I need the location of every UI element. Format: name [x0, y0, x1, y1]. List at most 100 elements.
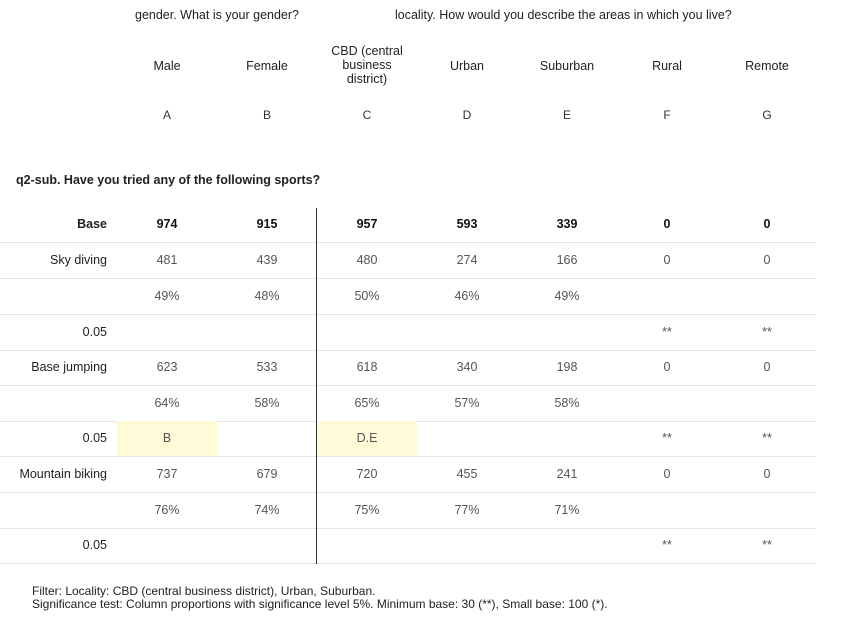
table-row-mountain-biking-significance: 0.05 ** **	[0, 528, 816, 564]
table-cell: 0	[663, 217, 671, 231]
significance-note: Significance test: Column proportions wi…	[32, 597, 608, 611]
table-cell	[217, 528, 317, 563]
table-cell	[617, 279, 717, 314]
table-cell	[517, 315, 617, 350]
row-label: Sky diving	[50, 253, 107, 267]
table-cell: 720	[356, 467, 378, 481]
table-cell	[417, 421, 517, 456]
table-cell: 75%	[354, 503, 380, 517]
table-cell: **	[662, 538, 672, 552]
question-title: q2-sub. Have you tried any of the follow…	[16, 173, 321, 187]
table-cell: 974	[156, 217, 178, 231]
column-header-suburban: Suburban	[539, 59, 595, 73]
table-cell: 0	[763, 217, 771, 231]
table-cell	[617, 386, 717, 421]
table-cell: **	[762, 538, 772, 552]
table-cell: 58%	[254, 396, 280, 410]
table-cell	[117, 528, 217, 563]
table-cell	[217, 315, 317, 350]
column-letter-f: F	[663, 108, 671, 122]
table-cell	[717, 279, 817, 314]
significance-cell-highlighted: B	[117, 421, 217, 456]
column-header-cbd: CBD (central business district)	[331, 44, 403, 86]
table-cell: 481	[156, 253, 178, 267]
column-letter-c: C	[362, 108, 372, 122]
table-cell: 46%	[454, 289, 480, 303]
table-cell: 49%	[154, 289, 180, 303]
table-cell	[617, 493, 717, 528]
table-cell: 65%	[354, 396, 380, 410]
table-cell: 64%	[154, 396, 180, 410]
column-header-male: Male	[153, 59, 181, 73]
table-cell: 77%	[454, 503, 480, 517]
table-cell: 679	[256, 467, 278, 481]
column-header-remote: Remote	[745, 59, 789, 73]
row-label: Base jumping	[31, 360, 107, 374]
table-row-sky-diving-count: Sky diving 481 439 480 274 166 0 0	[0, 243, 816, 279]
column-letter-d: D	[462, 108, 472, 122]
table-row-base-jumping-count: Base jumping 623 533 618 340 198 0 0	[0, 350, 816, 386]
table-row-sky-diving-percent: 49% 48% 50% 46% 49%	[0, 279, 816, 315]
table-cell: 76%	[154, 503, 180, 517]
banner-locality: locality. How would you describe the are…	[395, 8, 732, 22]
table-row-base-jumping-significance: 0.05 B D.E ** **	[0, 421, 816, 457]
table-cell: **	[762, 431, 772, 445]
table-cell	[317, 528, 417, 563]
row-label: 0.05	[82, 325, 107, 339]
table-cell: 618	[356, 360, 378, 374]
table-cell: 737	[156, 467, 178, 481]
column-letter-b: B	[262, 108, 271, 122]
table-cell	[417, 528, 517, 563]
column-letter-e: E	[562, 108, 571, 122]
row-label: Base	[77, 217, 107, 231]
table-cell: 166	[556, 253, 578, 267]
table-cell: 339	[556, 217, 578, 231]
table-cell: **	[662, 325, 672, 339]
table-cell: 340	[456, 360, 478, 374]
table-cell: 0	[763, 253, 771, 267]
column-letter-a: A	[162, 108, 171, 122]
table-cell: 439	[256, 253, 278, 267]
column-header-urban: Urban	[449, 59, 485, 73]
table-cell: 57%	[454, 396, 480, 410]
row-label: 0.05	[82, 431, 107, 445]
table-cell: 0	[663, 467, 671, 481]
column-header-rural: Rural	[652, 59, 682, 73]
table-row-mountain-biking-percent: 76% 74% 75% 77% 71%	[0, 493, 816, 529]
column-letter-g: G	[762, 108, 772, 122]
table-cell: 274	[456, 253, 478, 267]
table-cell: 74%	[254, 503, 280, 517]
table-row-mountain-biking-count: Mountain biking 737 679 720 455 241 0 0	[0, 457, 816, 493]
table-cell: 957	[356, 217, 378, 231]
table-cell: 455	[456, 467, 478, 481]
significance-cell-highlighted: D.E	[317, 421, 417, 456]
table-cell: 0	[763, 467, 771, 481]
table-cell: 480	[356, 253, 378, 267]
table-cell	[317, 315, 417, 350]
table-cell: 533	[256, 360, 278, 374]
table-cell: **	[762, 325, 772, 339]
table-cell: 50%	[354, 289, 380, 303]
table-cell: 71%	[554, 503, 580, 517]
table-cell: 241	[556, 467, 578, 481]
table-cell: 58%	[554, 396, 580, 410]
table-cell	[117, 315, 217, 350]
table-row-sky-diving-significance: 0.05 ** **	[0, 315, 816, 351]
row-label: Mountain biking	[19, 467, 107, 481]
table-cell	[417, 315, 517, 350]
table-cell: 0	[663, 253, 671, 267]
table-cell: 48%	[254, 289, 280, 303]
column-header-female: Female	[246, 59, 288, 73]
table-cell: 0	[663, 360, 671, 374]
table-cell	[717, 386, 817, 421]
table-cell: 593	[456, 217, 478, 231]
table-cell: 0	[763, 360, 771, 374]
row-label: 0.05	[82, 538, 107, 552]
table-row-base-jumping-percent: 64% 58% 65% 57% 58%	[0, 386, 816, 422]
table-cell: **	[662, 431, 672, 445]
table-cell: 198	[556, 360, 578, 374]
table-cell: 49%	[554, 289, 580, 303]
filter-note: Filter: Locality: CBD (central business …	[32, 584, 376, 598]
table-cell	[517, 528, 617, 563]
table-cell: 623	[156, 360, 178, 374]
